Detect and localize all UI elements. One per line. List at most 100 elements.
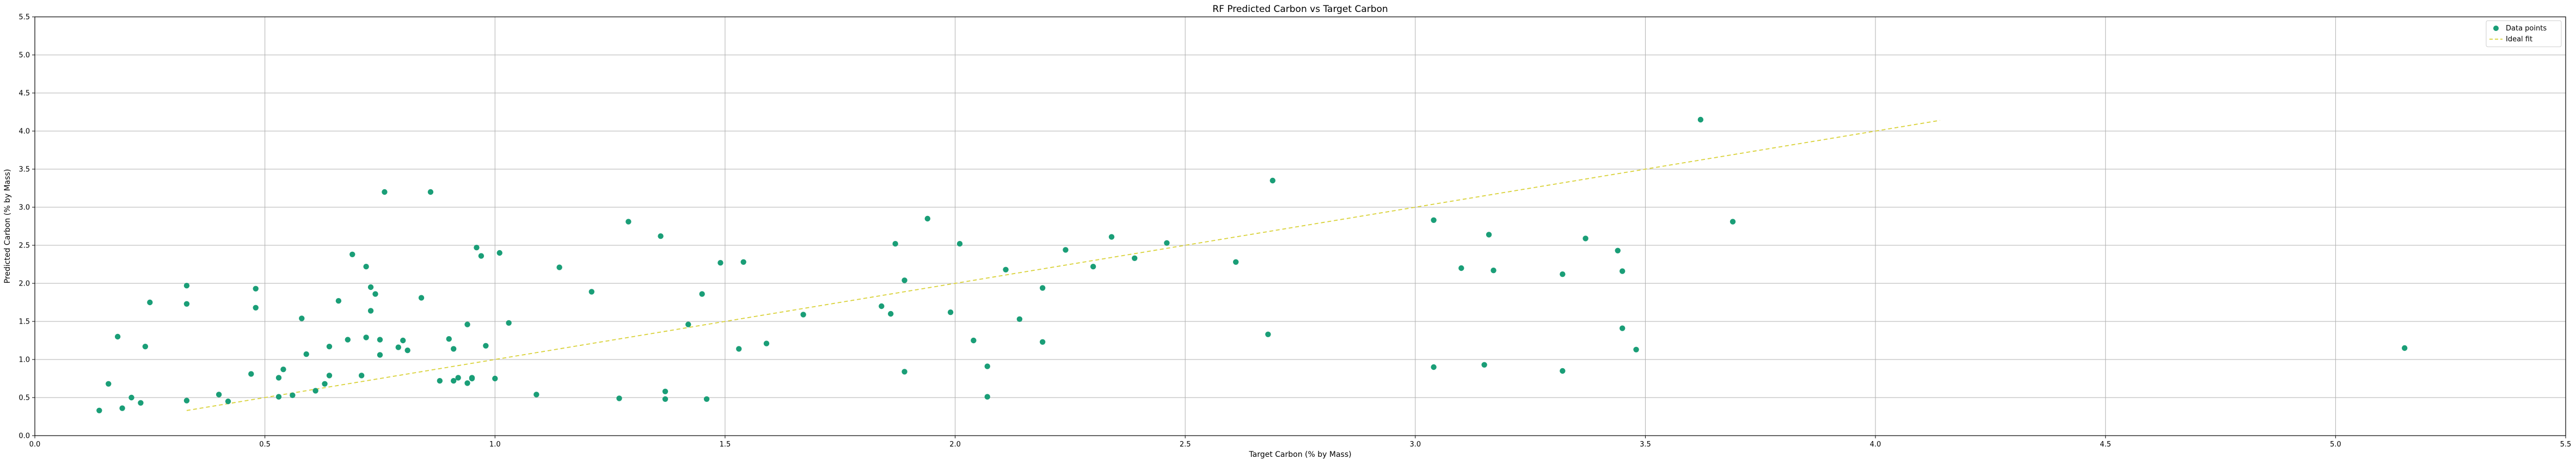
data-point [947, 309, 954, 315]
data-point [879, 303, 885, 309]
data-point [312, 388, 318, 394]
data-point [1108, 234, 1115, 240]
data-point [1560, 368, 1566, 374]
data-point [225, 398, 231, 405]
data-point [763, 340, 770, 346]
y-tick-label: 1.5 [19, 318, 30, 326]
data-point [492, 375, 498, 382]
data-point [1269, 177, 1275, 184]
data-point [363, 334, 369, 340]
data-point [418, 295, 425, 301]
data-point [326, 344, 333, 350]
data-point [1003, 266, 1009, 272]
data-point [183, 398, 190, 404]
data-point [924, 215, 931, 222]
data-point [1486, 232, 1492, 238]
legend-marker-data-points [2493, 26, 2499, 31]
data-point [464, 321, 470, 327]
x-tick-label: 4.5 [2100, 441, 2111, 449]
data-point [533, 392, 539, 398]
y-tick-label: 1.0 [19, 356, 30, 364]
x-tick-label: 3.5 [1640, 441, 1651, 449]
data-point [984, 363, 990, 369]
data-point [496, 250, 502, 256]
data-point [901, 277, 907, 283]
data-point [303, 351, 309, 357]
legend-label-data-points: Data points [2506, 24, 2547, 33]
data-point [275, 394, 282, 400]
data-point [506, 320, 512, 326]
data-point [290, 392, 296, 398]
data-point [367, 308, 374, 314]
data-point [1729, 219, 1736, 225]
data-point [400, 337, 406, 344]
data-point [455, 375, 461, 381]
data-point [616, 395, 622, 401]
y-tick-label: 3.5 [19, 166, 30, 174]
data-point [248, 371, 254, 377]
data-point [1090, 264, 1096, 270]
data-point [299, 315, 305, 321]
data-point [464, 380, 470, 386]
data-point [1697, 116, 1704, 123]
data-point [800, 312, 806, 318]
data-point [2401, 345, 2408, 351]
x-tick-label: 2.5 [1180, 441, 1191, 449]
data-point [114, 333, 121, 340]
x-axis-label: Target Carbon (% by Mass) [1248, 450, 1351, 459]
data-point [437, 378, 443, 384]
data-point [1164, 240, 1170, 246]
ideal-fit-layer [186, 120, 1940, 411]
data-point [395, 344, 401, 350]
data-point [119, 405, 125, 411]
data-point [446, 336, 452, 342]
data-point [450, 378, 457, 384]
y-tick-label: 4.0 [19, 128, 30, 136]
x-tick-label: 2.0 [949, 441, 961, 449]
y-tick-label: 4.5 [19, 90, 30, 98]
data-point [275, 375, 282, 381]
y-tick-label: 2.0 [19, 280, 30, 288]
data-point [469, 375, 475, 382]
data-point [892, 241, 898, 247]
data-point [1560, 271, 1566, 277]
data-point [625, 219, 631, 225]
data-point [358, 373, 365, 379]
plot-frame [34, 16, 2566, 436]
legend-label-ideal-fit: Ideal fit [2506, 35, 2532, 44]
data-point [1063, 247, 1069, 253]
data-point [363, 264, 369, 270]
data-point [984, 394, 990, 400]
data-point [956, 241, 963, 247]
data-point [1458, 265, 1464, 271]
y-tick-label: 2.5 [19, 242, 30, 250]
data-point [717, 260, 723, 266]
data-point [483, 343, 489, 349]
y-tick-label: 3.0 [19, 204, 30, 212]
y-tick-label: 5.0 [19, 52, 30, 60]
x-tick-label: 5.5 [2560, 441, 2572, 449]
y-tick-label: 5.5 [19, 14, 30, 22]
x-tick-label: 0.0 [29, 441, 41, 449]
data-point [183, 283, 190, 289]
data-point [474, 245, 480, 251]
data-point [377, 352, 383, 358]
legend: Data points Ideal fit [2486, 20, 2562, 47]
data-point [372, 291, 378, 297]
data-point [588, 289, 594, 295]
data-point [901, 369, 907, 375]
data-point [450, 346, 457, 352]
data-point [147, 299, 153, 306]
data-point [367, 284, 374, 290]
data-point [253, 286, 259, 292]
data-point [138, 400, 144, 406]
data-point [1633, 346, 1639, 352]
data-points-layer [96, 116, 2408, 413]
data-point [740, 259, 746, 265]
data-point [377, 337, 383, 343]
data-point [382, 189, 388, 195]
data-point [128, 394, 134, 401]
data-point [556, 264, 562, 270]
